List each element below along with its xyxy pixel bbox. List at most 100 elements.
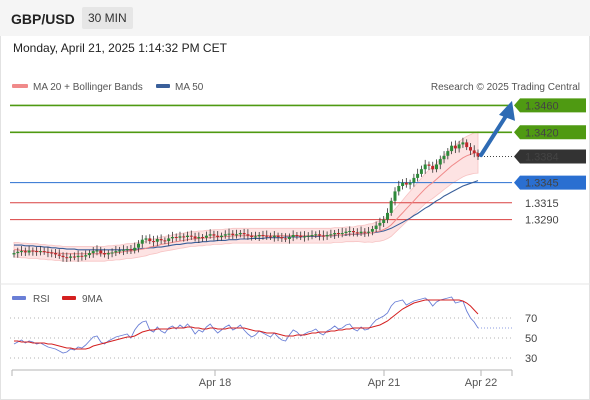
- rsi-tick-label: 50: [525, 333, 537, 345]
- candle: [12, 250, 16, 258]
- timestamp-label: Monday, April 21, 2025 1:14:32 PM CET: [13, 41, 227, 55]
- candle: [386, 208, 389, 224]
- candle: [50, 249, 54, 258]
- candle: [442, 151, 446, 164]
- candle: [340, 227, 344, 238]
- candle: [397, 180, 401, 196]
- resistance-level-tag: 1.3420: [514, 125, 586, 139]
- x-tick-label: Apr 22: [465, 377, 497, 389]
- candle: [87, 250, 91, 259]
- candle: [465, 139, 469, 151]
- candle: [61, 252, 65, 262]
- candle: [23, 247, 27, 257]
- candle: [31, 247, 35, 256]
- candle: [46, 247, 50, 258]
- candle: [291, 230, 295, 242]
- candle: [148, 234, 152, 245]
- candle: [389, 197, 393, 216]
- candle: [284, 233, 288, 243]
- timeframe-badge[interactable]: 30 MIN: [82, 7, 133, 29]
- candle: [250, 232, 254, 241]
- candle: [378, 217, 382, 231]
- candle: [140, 235, 144, 248]
- candle: [438, 155, 442, 170]
- rsi-tick-label: 70: [525, 313, 537, 325]
- candle: [57, 249, 61, 259]
- candle: [144, 235, 148, 244]
- candle: [238, 229, 242, 238]
- candle: [193, 232, 197, 242]
- rsi-legend-label: RSI: [33, 294, 50, 305]
- ma50-legend-swatch: [156, 84, 170, 88]
- candle: [201, 234, 205, 242]
- pivot-level-label: 1.3345: [525, 178, 559, 190]
- candle: [110, 248, 114, 258]
- resistance-level-label: 1.3420: [525, 127, 559, 139]
- candle: [95, 245, 99, 256]
- candle: [280, 232, 284, 242]
- candle: [178, 231, 182, 241]
- candle: [287, 233, 291, 244]
- moving-averages: [14, 151, 479, 255]
- candle: [352, 227, 355, 237]
- candle: [318, 230, 322, 241]
- candle: [314, 231, 318, 239]
- support-level-label: 1.3315: [525, 198, 559, 210]
- candle: [299, 231, 303, 241]
- ma20-line: [14, 151, 479, 255]
- candle: [310, 230, 314, 240]
- candle: [435, 159, 438, 173]
- resistance-level-tag: 1.3460: [514, 98, 586, 113]
- candle: [359, 226, 363, 237]
- candlesticks: [12, 137, 480, 262]
- candle: [242, 228, 246, 239]
- candle: [91, 247, 95, 258]
- candle: [223, 230, 227, 239]
- candle: [321, 230, 325, 241]
- candle: [35, 247, 39, 256]
- candle: [103, 248, 106, 258]
- resistance-level-label: 1.3460: [525, 100, 559, 112]
- ma20-legend-label: MA 20 + Bollinger Bands: [33, 82, 143, 93]
- candle: [114, 245, 118, 257]
- x-tick-label: Apr 18: [199, 377, 231, 389]
- candle: [106, 250, 110, 260]
- ma50-line: [14, 180, 479, 251]
- forecast-arrow-head: [499, 100, 515, 121]
- candle: [355, 228, 359, 237]
- candle: [257, 231, 261, 241]
- candle: [303, 231, 306, 242]
- candle: [336, 228, 340, 238]
- forecast-arrow: [479, 100, 515, 158]
- candle: [344, 228, 348, 237]
- candle: [20, 245, 23, 256]
- candle: [204, 231, 208, 242]
- instrument-label: GBP/USD: [11, 11, 75, 27]
- bollinger-bands: [13, 131, 479, 262]
- candle: [457, 140, 461, 153]
- candle: [363, 228, 367, 237]
- candle: [38, 245, 42, 256]
- candle: [231, 230, 235, 240]
- candle: [265, 230, 269, 240]
- candle: [325, 231, 329, 240]
- rsi-ma-legend-label: 9MA: [82, 294, 103, 305]
- candle: [374, 221, 378, 232]
- candle: [163, 237, 167, 245]
- candle: [208, 229, 212, 239]
- last-level-tag: 1.3384: [514, 149, 586, 164]
- candle: [401, 179, 405, 190]
- candle: [125, 246, 129, 254]
- support-level-label: 1.3290: [525, 215, 559, 227]
- price-level-labels: 1.3460 1.3420 1.3384 1.3345 1.3315 1.3290: [514, 98, 586, 227]
- candle: [367, 227, 371, 237]
- bollinger-band-area: [13, 131, 479, 262]
- candle: [174, 233, 178, 242]
- last-level-label: 1.3384: [525, 152, 559, 164]
- credit-label: Research © 2025 Trading Central: [431, 82, 580, 93]
- candle: [306, 232, 310, 241]
- pivot-level-tag: 1.3345: [514, 175, 586, 190]
- rsi-tick-label: 30: [525, 353, 537, 365]
- candle: [408, 179, 412, 190]
